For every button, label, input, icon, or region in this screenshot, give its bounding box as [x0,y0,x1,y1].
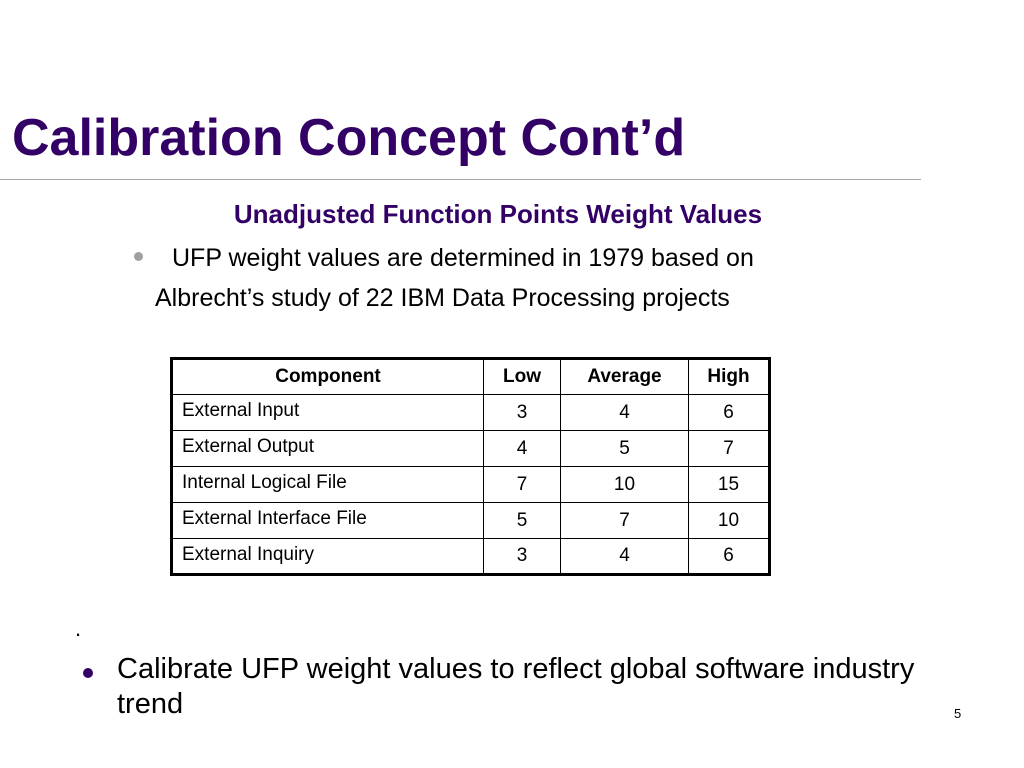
component-cell: External Input [171,394,484,431]
table-row: External Input 3 4 6 [171,394,770,431]
slide-subtitle: Unadjusted Function Points Weight Values [233,199,763,229]
average-cell: 4 [560,538,689,575]
high-cell: 6 [688,394,770,431]
column-header-component: Component [171,358,484,395]
low-cell: 4 [483,430,561,467]
bullet-dot-icon [83,668,93,678]
component-cell: External Inquiry [171,538,484,575]
stray-period: . [75,616,82,641]
low-cell: 7 [483,466,561,503]
bullet-text: Calibrate UFP weight values to reflect g… [117,653,915,720]
table-row: External Interface File 5 7 10 [171,502,770,539]
component-cell: External Interface File [171,502,484,539]
column-header-average: Average [560,358,689,395]
column-header-high: High [688,358,770,395]
average-cell: 10 [560,466,689,503]
column-header-low: Low [483,358,561,395]
high-cell: 10 [688,502,770,539]
weights-table: Component Low Average High External Inpu… [170,357,771,576]
intro-text-line1: UFP weight values are determined in 1979… [172,244,754,272]
average-cell: 4 [560,394,689,431]
bullet-dot-icon [134,252,143,261]
component-cell: Internal Logical File [171,466,484,503]
high-cell: 6 [688,538,770,575]
low-cell: 3 [483,394,561,431]
low-cell: 5 [483,502,561,539]
page-number: 5 [954,706,962,721]
low-cell: 3 [483,538,561,575]
table-row: External Inquiry 3 4 6 [171,538,770,575]
average-cell: 5 [560,430,689,467]
table-row: External Output 4 5 7 [171,430,770,467]
intro-text-line2: Albrecht’s study of 22 IBM Data Processi… [155,284,730,312]
high-cell: 15 [688,466,770,503]
high-cell: 7 [688,430,770,467]
slide-title: Calibration Concept Cont’d [12,109,686,167]
title-divider [0,179,921,180]
component-cell: External Output [171,430,484,467]
table-row: Internal Logical File 7 10 15 [171,466,770,503]
average-cell: 7 [560,502,689,539]
table-header-row: Component Low Average High [171,358,770,395]
